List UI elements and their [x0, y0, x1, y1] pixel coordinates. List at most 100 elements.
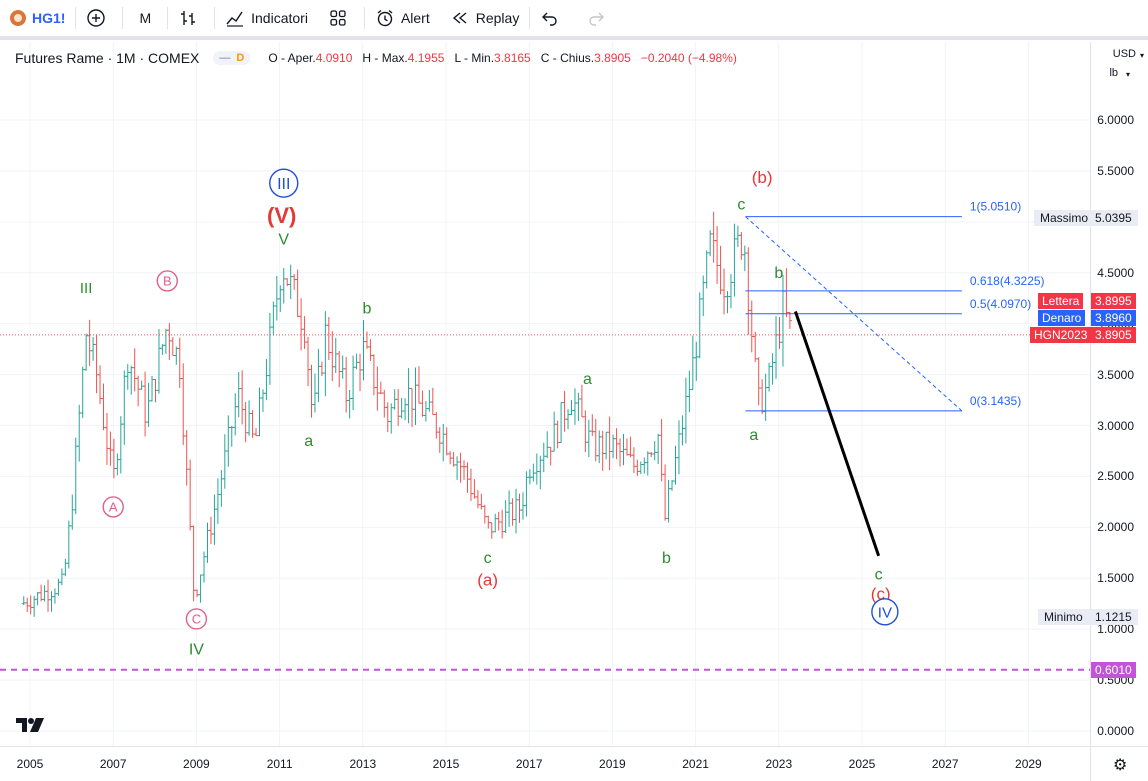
tradingview-logo[interactable]: [16, 715, 48, 740]
ohlc-bar: [437, 427, 442, 453]
redo-button[interactable]: [576, 0, 622, 38]
ohlc-bar: [756, 357, 761, 406]
ohlc-bar: [136, 375, 141, 407]
ohlc-bar: [517, 493, 522, 523]
ohlc-bar: [507, 490, 512, 527]
ohlc-bar: [493, 513, 498, 533]
replay-label: Replay: [475, 10, 520, 26]
ohlc-bar: [774, 316, 779, 379]
replay-button[interactable]: Replay: [440, 0, 530, 38]
ohlc-bar: [475, 490, 480, 509]
ohlc-bar: [39, 584, 44, 602]
ohlc-bar: [111, 438, 116, 479]
ohlc-bar: [735, 225, 740, 248]
ohlc-bar: [170, 336, 175, 357]
wave-label-III_circ: III: [277, 176, 290, 193]
chart-type-button[interactable]: [168, 0, 214, 38]
ohlc-bar: [552, 411, 557, 452]
time-axis[interactable]: 2005 2007 2009 2011 2013 2015 2017 2019 2021 2023…: [0, 746, 1090, 781]
ohlc-bar: [697, 292, 702, 359]
ohlc-bar: [514, 488, 519, 534]
lettera-label: Lettera: [1038, 293, 1084, 309]
ohlc-bar: [472, 479, 477, 499]
ohlc-bar: [624, 438, 629, 456]
ohlc-bar: [309, 364, 314, 418]
ohlc-bar: [541, 442, 546, 473]
ohlc-bar: [545, 431, 550, 459]
ohlc-bar: [531, 463, 536, 482]
ohlc-bar: [205, 522, 210, 563]
price-chart[interactable]: 1(5.0510) 0.618(4.3225) 0.5(4.0970) 0(3.143…: [0, 42, 1090, 746]
ohlc-bar: [732, 223, 737, 297]
alert-button[interactable]: Alert: [365, 0, 440, 38]
ohlc-bar: [389, 403, 394, 434]
time-tick-label: 2019: [599, 757, 626, 771]
ohlc-bar: [621, 433, 626, 466]
layouts-button[interactable]: [318, 0, 364, 38]
ohlc-bar: [760, 379, 765, 415]
ohlc-bar: [46, 579, 51, 612]
time-tick-label: 2007: [99, 757, 127, 771]
ohlc-bar: [538, 455, 543, 490]
legend-status-pill[interactable]: — D: [213, 51, 251, 65]
undo-button[interactable]: [530, 0, 576, 38]
contract-value: 3.8905: [1091, 327, 1136, 343]
ohlc-bar: [406, 368, 411, 424]
currency-label[interactable]: USD: [1112, 48, 1136, 60]
ohlc-bar: [98, 365, 103, 405]
ohlc-bar: [676, 420, 681, 475]
ohlc-bar: [607, 416, 612, 471]
ohlc-bar: [600, 430, 605, 471]
alert-label: Alert: [400, 10, 430, 26]
ohlc-bar: [212, 494, 217, 545]
ohlc-bar: [295, 269, 300, 318]
ohlc-bar: [728, 274, 733, 309]
ohlc-bar: [663, 464, 668, 521]
wave-label-c3: c: [875, 566, 883, 583]
open-value: 4.0910: [315, 51, 353, 65]
ohlc-bar: [687, 370, 692, 413]
price-axis[interactable]: USD ▾ lb ▾ 6.00005.50005.00004.50004.000…: [1090, 42, 1148, 746]
wave-circle-B_circ: [156, 270, 178, 292]
settings-gear-icon[interactable]: ⚙: [1113, 757, 1128, 774]
ohlc-bar: [427, 389, 432, 412]
ohlc-bar: [645, 451, 650, 476]
ohlc-bar: [122, 370, 127, 445]
ohlc-bar: [510, 498, 515, 526]
ohlc-bar: [368, 339, 373, 362]
ohlc-bar: [420, 390, 425, 417]
chevron-down-icon: ▾: [1139, 51, 1144, 60]
ohlc-bar: [704, 250, 709, 289]
ohlc-bar: [583, 410, 588, 453]
ohlc-bar: [191, 525, 196, 602]
ohlc-bar: [787, 311, 792, 329]
interval-button[interactable]: M: [123, 0, 167, 38]
chart-legend: Futures Rame · 1M · COMEX — D O - Aper.4…: [15, 50, 737, 66]
minimo-label: Minimo: [1038, 609, 1089, 625]
ohlc-bar: [465, 462, 470, 493]
ohlc-bar: [347, 389, 352, 419]
price-tick-label: 1.5000: [1097, 571, 1134, 586]
ohlc-bar: [198, 574, 203, 603]
ohlc-bar: [28, 595, 33, 615]
ohlc-bar: [146, 382, 151, 427]
ohlc-bar: [430, 387, 435, 415]
compare-add-button[interactable]: [76, 0, 122, 38]
ohlc-bar: [240, 370, 245, 425]
ohlc-bar: [77, 404, 82, 462]
ohlc-bar: [288, 264, 293, 300]
ohlc-bar: [441, 423, 446, 462]
symbol-button[interactable]: HG1!: [0, 0, 75, 38]
ohlc-bar: [129, 365, 134, 395]
close-value: 3.8905: [594, 51, 631, 65]
ohlc-bar: [753, 331, 758, 363]
indicators-button[interactable]: Indicatori: [215, 0, 318, 38]
ohlc-bar: [364, 331, 369, 349]
wave-label-A_circ: A: [109, 500, 118, 515]
high-value: 4.1955: [407, 51, 445, 65]
ohlc-bar: [468, 468, 473, 502]
ohlc-bar: [271, 301, 276, 336]
ohlc-bar: [635, 459, 640, 476]
ohlc-bar: [382, 389, 387, 418]
ohlc-bar: [195, 589, 200, 598]
